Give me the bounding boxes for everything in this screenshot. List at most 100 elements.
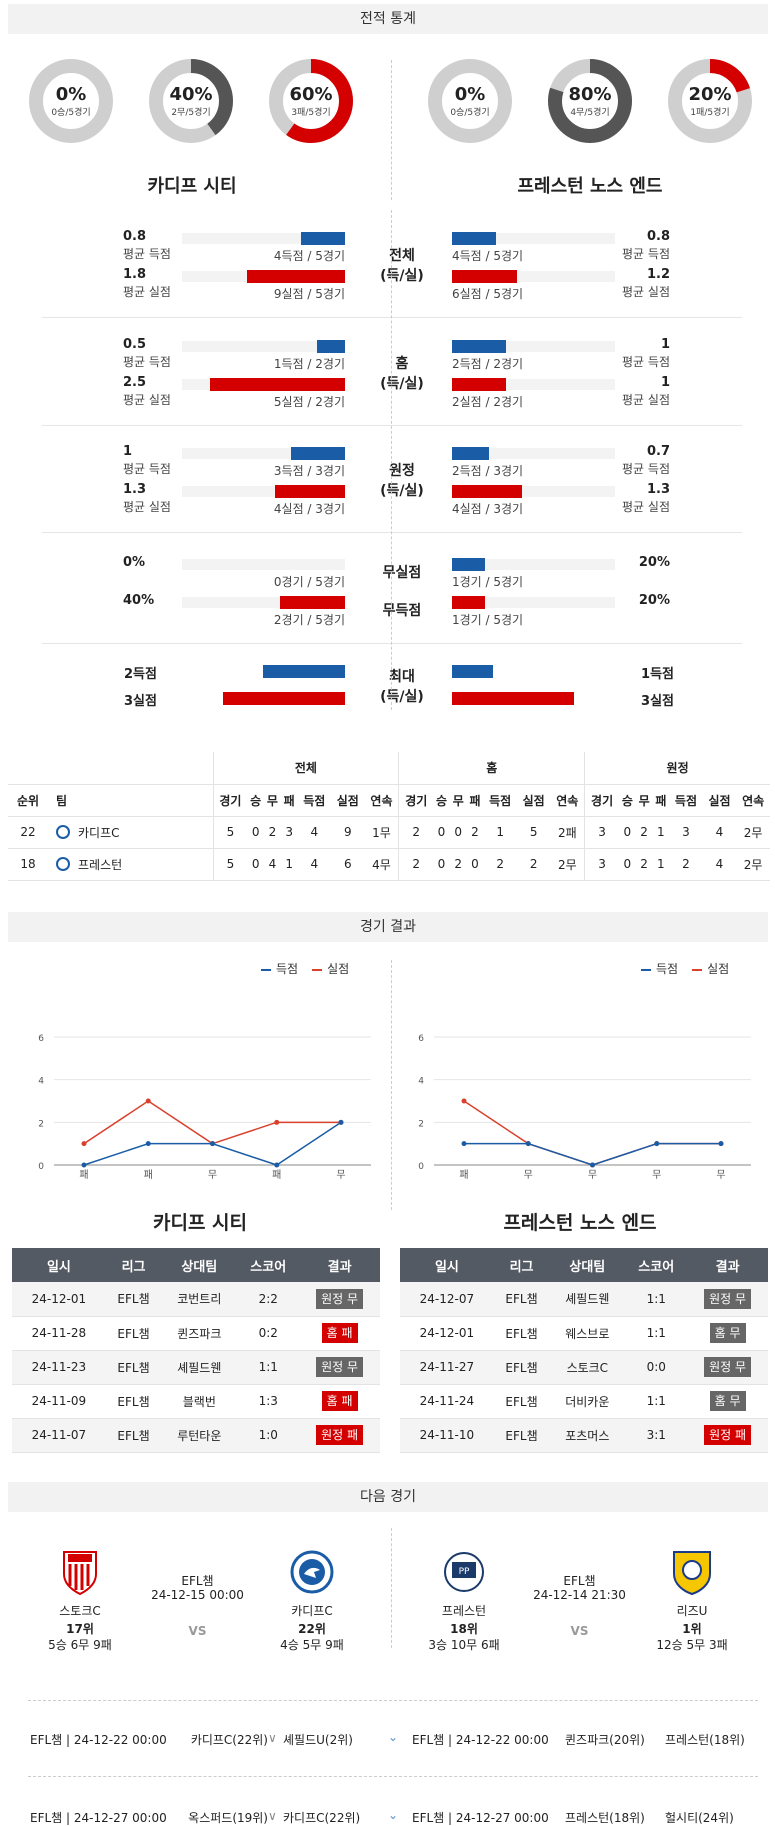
stat-cell: 4: [702, 848, 737, 881]
stat-cell: 9: [331, 816, 365, 849]
line-chart: 0 2 4 6 패 무 무 무 무: [418, 1034, 751, 1181]
x-tick-label: 패: [272, 1169, 281, 1181]
legend-label: 실점: [327, 962, 350, 976]
stat-label: 평균 실점: [622, 285, 670, 299]
stat-cell: 2: [635, 816, 653, 849]
next-right-record: 4승 5무 9패: [280, 1638, 344, 1652]
data-point: [525, 1141, 531, 1147]
results-header: 상대팀: [161, 1248, 238, 1282]
donut-chart: 0% 0승/5경기: [28, 58, 114, 144]
stat-value: 0.8: [646, 229, 670, 244]
results-header: 리그: [105, 1248, 162, 1282]
fixture-away[interactable]: 카디프C(22위): [283, 1811, 361, 1825]
results-header: 결과: [299, 1248, 380, 1282]
away-team-name: 프레스턴 노스 엔드: [517, 176, 663, 197]
result-league: EFL챔: [105, 1282, 162, 1317]
results-header: 상대팀: [549, 1248, 626, 1282]
next-datetime: 24-12-14 21:30: [533, 1588, 626, 1602]
stat-cell: 1무: [364, 816, 399, 849]
stat-cell: 2: [669, 848, 703, 881]
chevron-down-icon: ⌄: [388, 1808, 399, 1822]
section-title-results: 경기 결과: [8, 912, 768, 942]
stat-value: 1: [123, 444, 133, 459]
table-row[interactable]: 24-11-07 EFL챔 루턴타운 1:0 원정 패: [12, 1418, 380, 1453]
table-row[interactable]: 24-11-10 EFL챔 포츠머스 3:1 원정 패: [400, 1418, 768, 1453]
result-league: EFL챔: [105, 1384, 162, 1419]
fixture-away[interactable]: 셰필드U(2위): [283, 1733, 353, 1747]
result-score: 0:2: [237, 1316, 300, 1351]
fixture-home[interactable]: 옥스퍼드(19위): [188, 1811, 268, 1825]
table-row[interactable]: 24-11-24 EFL챔 더비카운 1:1 홈 무: [400, 1384, 768, 1419]
fixture-home[interactable]: 카디프C(22위): [190, 1733, 268, 1747]
donut-caption: 1패/5경기: [690, 108, 730, 118]
stat-value: 1.3: [123, 482, 147, 497]
donut-percent: 0%: [454, 84, 486, 105]
table-row[interactable]: 18 프레스턴 5 0 4 1 4 6 4무 2 0 2 0 2 2 2무 3 0 2 1 2 4 2무: [8, 848, 770, 881]
result-date: 24-11-28: [12, 1316, 106, 1351]
table-row[interactable]: 24-12-01 EFL챔 코번트리 2:2 원정 무: [12, 1282, 380, 1317]
stat-category-title: 무실점: [382, 565, 422, 581]
goals-bar: [317, 340, 345, 353]
results-header: 스코어: [625, 1248, 688, 1282]
table-row[interactable]: 24-11-23 EFL챔 셰필드웬 1:1 원정 무: [12, 1350, 380, 1385]
next-right-rank: 22위: [298, 1622, 326, 1636]
table-row[interactable]: 24-12-01 EFL챔 웨스브로 1:1 홈 무: [400, 1316, 768, 1351]
x-tick-label: 패: [459, 1169, 468, 1181]
stat-value: 1득점: [641, 667, 674, 682]
max-bar: [452, 665, 493, 678]
donut-caption: 3패/5경기: [291, 108, 331, 118]
data-point: [81, 1162, 87, 1168]
divider: [28, 1776, 758, 1777]
stat-cell: 1: [652, 848, 670, 881]
rank-cell: 18: [8, 848, 48, 881]
stat-cell: 0: [618, 816, 636, 849]
standings-table: 전체 홈 원정 순위 팀 경기 승 무 패 득점 실점 연속 경기 승 무 패 득점 실점 연속 경기 승 무 패 득점…: [8, 752, 770, 881]
chart-legend: 득점 실점: [261, 960, 391, 977]
fixture-info: EFL챔 | 24-12-22 00:00: [30, 1733, 167, 1747]
table-row[interactable]: 24-12-07 EFL챔 셰필드웬 1:1 원정 무: [400, 1282, 768, 1317]
result-league: EFL챔: [105, 1316, 162, 1351]
table-row[interactable]: 22 카디프C 5 0 2 3 4 9 1무 2 0 0 2 1 5 2패 3 0 2 1 3 4 2무: [8, 816, 770, 849]
stat-cell: 3: [584, 816, 619, 849]
fixture-home[interactable]: 퀸즈파크(20위): [565, 1733, 645, 1747]
stat-value: 0.5: [123, 337, 147, 352]
goals-bar: [301, 232, 345, 245]
fixture-away[interactable]: 헐시티(24위): [665, 1811, 734, 1825]
stat-label: 평균 실점: [622, 500, 670, 514]
stat-value: 2.5: [123, 375, 147, 390]
away-team-title: 프레스턴 노스 엔드: [503, 1212, 657, 1234]
stat-cell: 0: [247, 816, 265, 849]
next-left-rank: 18위: [450, 1622, 478, 1636]
table-row[interactable]: 24-11-28 EFL챔 퀸즈파크 0:2 홈 패: [12, 1316, 380, 1351]
stat-cell: 3: [584, 848, 619, 881]
legend-swatch: [261, 968, 271, 971]
leeds-logo-icon: [673, 1551, 711, 1596]
stat-value: 2득점: [124, 667, 157, 682]
y-tick-label: 6: [418, 1034, 424, 1044]
col-rank: 순위: [8, 784, 48, 817]
stat-cell: 5: [212, 816, 248, 849]
legend-swatch: [692, 968, 703, 971]
goals-bar: [291, 447, 345, 460]
col-header: 무: [449, 784, 467, 817]
result-badge: 원정 무: [316, 1357, 364, 1377]
stat-value: 1.2: [646, 267, 670, 282]
bar-track: [452, 448, 615, 459]
result-badge: 홈 무: [709, 1323, 746, 1343]
legend-item: 득점: [261, 962, 298, 976]
result-score: 1:3: [237, 1384, 300, 1419]
legend-swatch: [312, 968, 323, 971]
team-name: 프레스턴: [78, 857, 123, 872]
away-results-table: 일시 리그 상대팀 스코어 결과 24-12-07 EFL챔 셰필드웬 1:1 원정 무 24-12…: [400, 1248, 768, 1453]
fixture-away[interactable]: 프레스턴(18위): [665, 1733, 745, 1747]
stat-cell: 2무: [550, 848, 585, 881]
result-score: 1:1: [625, 1282, 688, 1317]
conceded-bar: [247, 270, 345, 283]
donut-percent: 60%: [289, 84, 333, 105]
team-cell: 카디프C: [48, 816, 213, 849]
col-team: 팀: [48, 784, 213, 817]
fixture-home[interactable]: 프레스턴(18위): [565, 1811, 645, 1825]
chevron-down-icon: ⌄: [388, 1730, 399, 1744]
table-row[interactable]: 24-11-27 EFL챔 스토크C 0:0 원정 무: [400, 1350, 768, 1385]
table-row[interactable]: 24-11-09 EFL챔 블랙번 1:3 홈 패: [12, 1384, 380, 1419]
